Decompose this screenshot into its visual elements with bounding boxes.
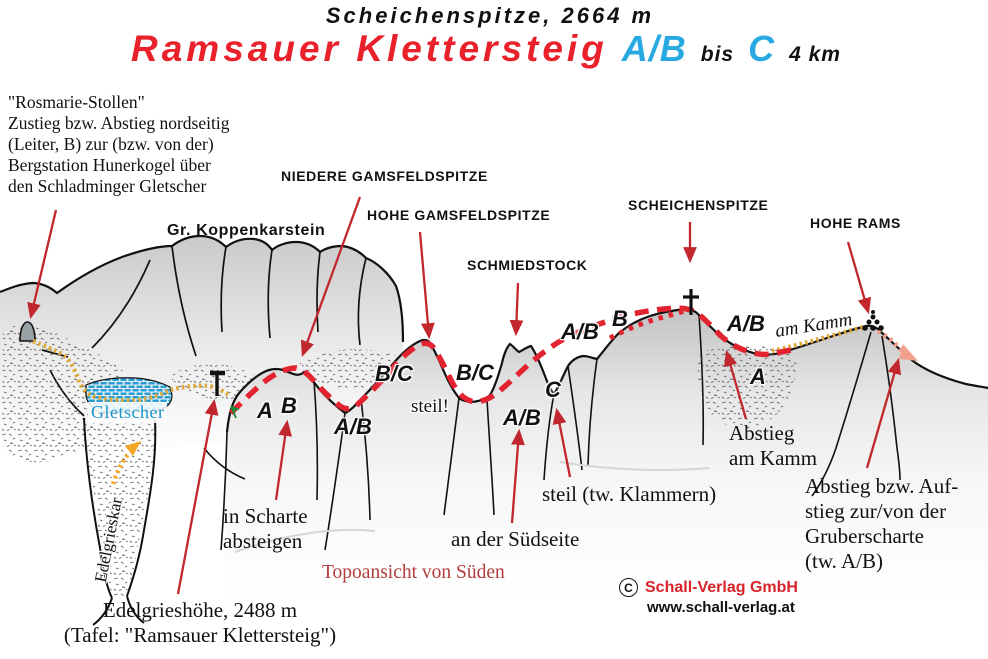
peak-hohe-rams: HOHE RAMS — [810, 215, 901, 231]
note-klammern: steil (tw. Klammern) — [542, 482, 717, 506]
access-note-line: Bergstation Hunerkogel über — [8, 155, 211, 175]
signpost-icon — [210, 370, 225, 396]
grade-bc-east: B/C — [456, 360, 494, 385]
leader-hohe-gamsfeldspitze — [418, 231, 435, 340]
peak-schmiedstock: SCHMIEDSTOCK — [467, 257, 588, 273]
leader-niedere-gamsfeldspitze — [300, 196, 362, 358]
grade-gully-c: C — [545, 377, 561, 402]
edelgrieshoehe-line: Edelgrieshöhe, 2488 m — [102, 598, 298, 622]
copyright-icon: C — [619, 578, 638, 597]
approach-path — [32, 338, 231, 403]
edelgrieshoehe-line: (Tafel: "Ramsauer Klettersteig") — [63, 623, 337, 647]
grade-south-ab: A/B — [503, 405, 541, 430]
tunnel-portal-icon — [19, 321, 36, 342]
route-title: Ramsauer Klettersteig — [131, 28, 608, 69]
grade-start-a: A — [257, 398, 273, 423]
note-abstieg-kamm-line: am Kamm — [729, 446, 818, 470]
access-note-line: (Leiter, B) zur (bzw. von der) — [8, 134, 214, 154]
grade-scharte-ab: A/B — [334, 414, 372, 439]
route-title-row: Ramsauer Klettersteig A/B bis C 4 km — [131, 28, 841, 70]
grade-from: A/B — [621, 28, 687, 69]
note-abstieg-kamm-line: Abstieg — [729, 421, 795, 445]
access-note-line: den Schladminger Gletscher — [8, 176, 207, 196]
grade-ridge-ab: A/B — [561, 319, 599, 344]
copyright-row: C Schall-Verlag GmbH — [619, 578, 798, 597]
edelgrieskar-ascent-arrow — [110, 441, 141, 485]
note-gruberscharte-line: Abstieg bzw. Auf- — [805, 474, 959, 498]
note-abstieg-kamm: Abstieg am Kamm — [729, 421, 817, 471]
view-note: Topoansicht von Süden — [322, 562, 505, 583]
edelgrieskar-gully — [82, 415, 157, 626]
leader-rosmarie — [27, 209, 58, 320]
access-note-line: Zustieg bzw. Abstieg nordseitig — [8, 113, 230, 133]
grade-descent-a: A — [750, 364, 766, 389]
leader-klammern — [552, 407, 572, 478]
grade-connector: bis — [700, 43, 735, 66]
leader-schmiedstock — [509, 282, 524, 337]
grade-to: C — [748, 28, 776, 69]
peak-hohe-gamsfeldspitze: HOHE GAMSFELDSPITZE — [367, 207, 551, 223]
route-dotted-variant — [608, 308, 686, 341]
grade-start-b: B — [281, 393, 297, 418]
note-gruberscharte-line: stieg zur/von der — [805, 499, 947, 523]
access-note-line: "Rosmarie-Stollen" — [8, 92, 145, 112]
peak-koppenkarstein: Gr. Koppenkarstein — [167, 222, 326, 239]
note-suedseite: an der Südseite — [451, 527, 580, 551]
note-in-scharte-line: absteigen — [223, 529, 303, 553]
route-length: 4 km — [789, 43, 841, 66]
ridge-path — [771, 324, 865, 354]
access-note: "Rosmarie-Stollen" Zustieg bzw. Abstieg … — [8, 92, 229, 197]
note-in-scharte: in Scharte absteigen — [223, 504, 308, 554]
leader-suedseite — [510, 428, 525, 524]
edelgrieshoehe-label: Edelgrieshöhe, 2488 m (Tafel: "Ramsauer … — [40, 598, 360, 648]
grade-ridge-b: B — [612, 306, 628, 331]
publisher: Schall-Verlag GmbH — [645, 578, 798, 596]
note-steil: steil! — [411, 396, 449, 417]
grade-bc-west: B/C — [375, 361, 413, 386]
leader-abstieg-kamm — [723, 349, 748, 420]
leader-gruberscharte — [865, 357, 902, 469]
leader-edelgrieshoehe — [176, 398, 219, 595]
note-gruberscharte: Abstieg bzw. Auf- stieg zur/von der Grub… — [805, 474, 958, 574]
gruberscharte-descent-arrow — [876, 328, 918, 361]
glacier-label: Gletscher — [88, 402, 168, 423]
summit-cross-icon — [683, 289, 699, 315]
route-dashed-line — [229, 305, 797, 415]
leader-in-scharte — [274, 419, 293, 501]
grade-descent-ab: A/B — [727, 311, 765, 336]
note-gruberscharte-line: Gruberscharte — [805, 524, 924, 548]
leader-arrows — [27, 196, 902, 595]
note-in-scharte-line: in Scharte — [223, 504, 308, 528]
summit-title: Scheichenspitze, 2664 m — [325, 3, 655, 28]
peak-scheichenspitze: SCHEICHENSPITZE — [628, 197, 769, 213]
cairn-icon — [862, 310, 884, 331]
green-waymark-icon — [230, 405, 240, 419]
note-gruberscharte-line: (tw. A/B) — [805, 549, 883, 573]
website: www.schall-verlag.at — [647, 599, 795, 616]
leader-hohe-rams — [846, 241, 872, 315]
summit-scree-texture — [697, 345, 797, 429]
peak-niedere-gamsfeldspitze: NIEDERE GAMSFELDSPITZE — [281, 168, 488, 184]
